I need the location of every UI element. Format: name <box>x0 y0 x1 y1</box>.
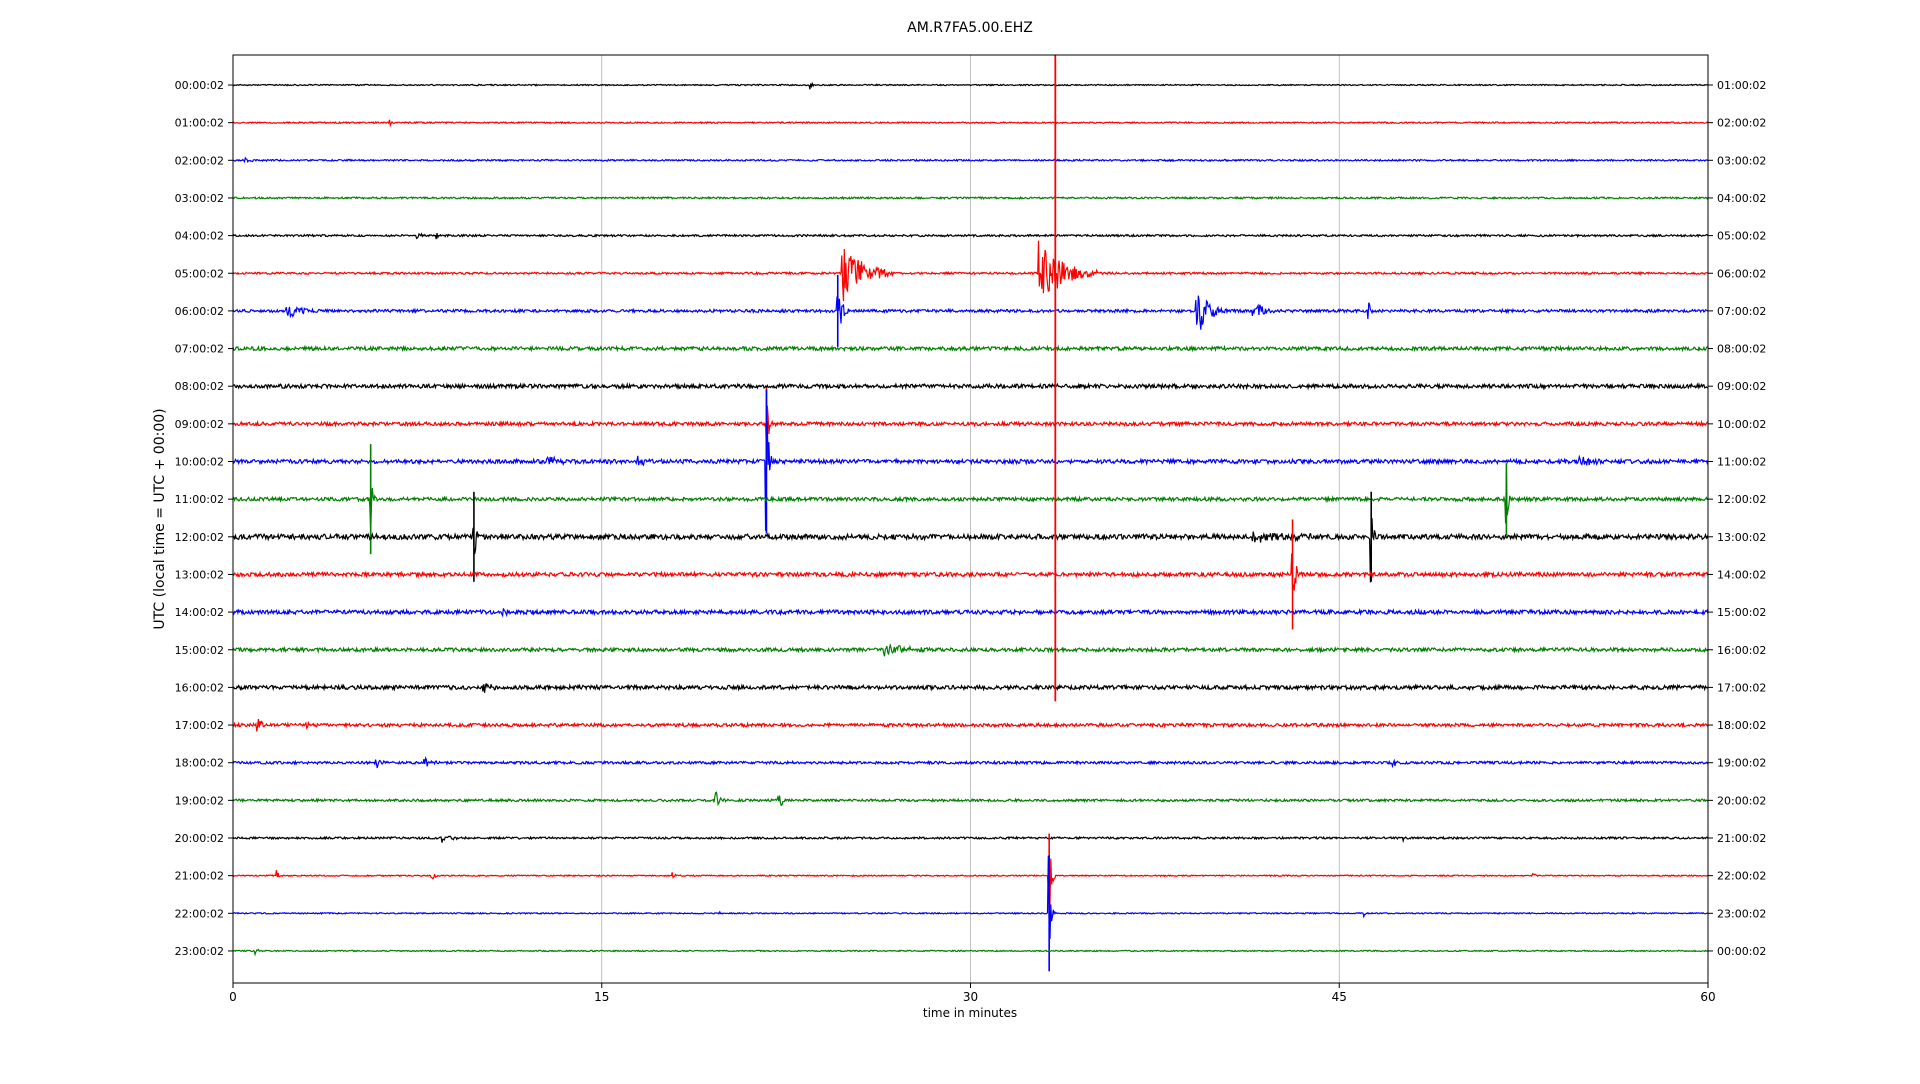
trace-line <box>232 156 1709 164</box>
x-tick-label: 30 <box>963 990 978 1004</box>
row-label-right: 06:00:02 <box>1717 267 1766 280</box>
row-label-left: 15:00:02 <box>175 644 224 657</box>
trace-line <box>232 421 1709 531</box>
row-label-right: 13:00:02 <box>1717 531 1766 544</box>
trace-line <box>232 683 1709 693</box>
x-tick-label: 15 <box>594 990 609 1004</box>
row-label-right: 04:00:02 <box>1717 192 1766 205</box>
row-label-right: 01:00:02 <box>1717 79 1766 92</box>
trace-group <box>232 81 1709 972</box>
row-label-left: 08:00:02 <box>175 380 224 393</box>
grid-lines <box>601 55 1340 983</box>
trace-line <box>232 405 1709 454</box>
row-label-right: 07:00:02 <box>1717 305 1766 318</box>
trace-line <box>232 642 1709 657</box>
trace-line <box>232 81 1709 90</box>
row-label-left: 07:00:02 <box>175 343 224 356</box>
row-label-right: 18:00:02 <box>1717 719 1766 732</box>
row-label-right: 02:00:02 <box>1717 117 1766 130</box>
row-label-left: 13:00:02 <box>175 568 224 581</box>
trace-line <box>232 469 1708 532</box>
row-label-right: 14:00:02 <box>1717 568 1766 581</box>
trace-line <box>232 855 1709 940</box>
row-label-left: 21:00:02 <box>175 870 224 883</box>
row-label-left: 17:00:02 <box>175 719 224 732</box>
row-label-right: 00:00:02 <box>1717 945 1766 958</box>
row-label-left: 01:00:02 <box>175 117 224 130</box>
trace-line <box>232 119 1709 128</box>
row-label-left: 10:00:02 <box>175 456 224 469</box>
row-label-right: 08:00:02 <box>1717 343 1766 356</box>
trace-line <box>232 553 1709 591</box>
row-label-left: 06:00:02 <box>175 305 224 318</box>
trace-line <box>232 835 1709 844</box>
trace-line <box>232 381 1709 391</box>
x-tick-label: 45 <box>1332 990 1347 1004</box>
x-ticks: 0 15 30 45 60 <box>229 983 1716 1004</box>
row-label-left: 14:00:02 <box>175 606 224 619</box>
row-label-left: 23:00:02 <box>175 945 224 958</box>
y-axis-label: UTC (local time = UTC + 00:00) <box>152 408 168 629</box>
trace-line <box>232 344 1709 353</box>
row-label-right: 20:00:02 <box>1717 794 1766 807</box>
row-label-right: 11:00:02 <box>1717 456 1766 469</box>
trace-line <box>233 719 1709 732</box>
row-label-right: 19:00:02 <box>1717 757 1766 770</box>
row-labels: 00:00:02 01:00:02 01:00:02 02:00:02 02:00:02… <box>175 79 1767 958</box>
row-label-left: 02:00:02 <box>175 154 224 167</box>
trace-line <box>232 858 1709 911</box>
chart-title: AM.R7FA5.00.EHZ <box>907 20 1033 36</box>
row-label-left: 11:00:02 <box>175 493 224 506</box>
row-label-right: 22:00:02 <box>1717 870 1766 883</box>
trace-line <box>232 791 1709 807</box>
trace-line <box>233 195 1709 201</box>
trace-line <box>232 232 1709 240</box>
trace-line <box>232 756 1709 769</box>
trace-line <box>232 240 1709 302</box>
row-label-right: 05:00:02 <box>1717 230 1766 243</box>
row-label-left: 00:00:02 <box>175 79 224 92</box>
row-label-right: 16:00:02 <box>1717 644 1766 657</box>
row-label-right: 17:00:02 <box>1717 681 1766 694</box>
row-label-right: 15:00:02 <box>1717 606 1766 619</box>
row-label-right: 23:00:02 <box>1717 907 1766 920</box>
x-axis-label: time in minutes <box>923 1006 1017 1020</box>
row-label-left: 04:00:02 <box>175 230 224 243</box>
row-label-left: 19:00:02 <box>175 794 224 807</box>
row-label-right: 09:00:02 <box>1717 380 1766 393</box>
row-label-left: 12:00:02 <box>175 531 224 544</box>
row-label-left: 18:00:02 <box>175 757 224 770</box>
trace-line <box>232 607 1709 618</box>
row-label-left: 03:00:02 <box>175 192 224 205</box>
row-label-left: 09:00:02 <box>175 418 224 431</box>
trace-line <box>232 294 1709 330</box>
row-label-right: 03:00:02 <box>1717 154 1766 167</box>
x-tick-label: 60 <box>1700 990 1715 1004</box>
row-label-left: 22:00:02 <box>175 907 224 920</box>
trace-line <box>232 948 1709 957</box>
trace-line <box>232 518 1709 583</box>
row-label-left: 05:00:02 <box>175 267 224 280</box>
row-label-left: 20:00:02 <box>175 832 224 845</box>
row-label-left: 16:00:02 <box>175 681 224 694</box>
x-tick-label: 0 <box>229 990 237 1004</box>
row-label-right: 12:00:02 <box>1717 493 1766 506</box>
row-label-right: 21:00:02 <box>1717 832 1766 845</box>
row-label-right: 10:00:02 <box>1717 418 1766 431</box>
